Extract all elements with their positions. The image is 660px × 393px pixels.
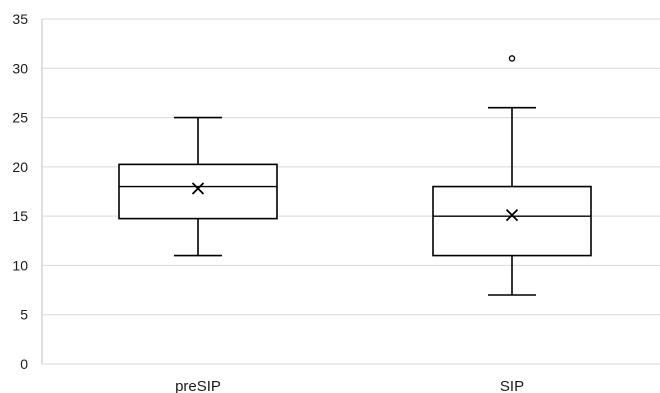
y-tick-label: 20 bbox=[12, 159, 28, 175]
boxes bbox=[118, 55, 592, 296]
x-axis: preSIP SIP bbox=[175, 378, 524, 393]
x-category-label: SIP bbox=[500, 378, 524, 393]
y-tick-label: 0 bbox=[20, 356, 28, 372]
box-sip bbox=[432, 55, 592, 296]
y-tick-label: 5 bbox=[20, 307, 28, 323]
y-tick-label: 35 bbox=[12, 11, 28, 27]
iqr-box bbox=[432, 185, 592, 257]
y-tick-label: 30 bbox=[12, 60, 28, 76]
x-category-label: preSIP bbox=[175, 378, 221, 393]
mean-marker bbox=[191, 182, 205, 195]
outlier-point bbox=[508, 55, 516, 62]
box-presip bbox=[118, 116, 278, 257]
y-axis: 0 5 10 15 20 25 30 35 bbox=[12, 11, 28, 372]
mean-marker bbox=[505, 209, 519, 222]
y-tick-label: 15 bbox=[12, 208, 28, 224]
iqr-box bbox=[118, 163, 278, 220]
y-tick-label: 10 bbox=[12, 257, 28, 273]
y-tick-label: 25 bbox=[12, 110, 28, 126]
